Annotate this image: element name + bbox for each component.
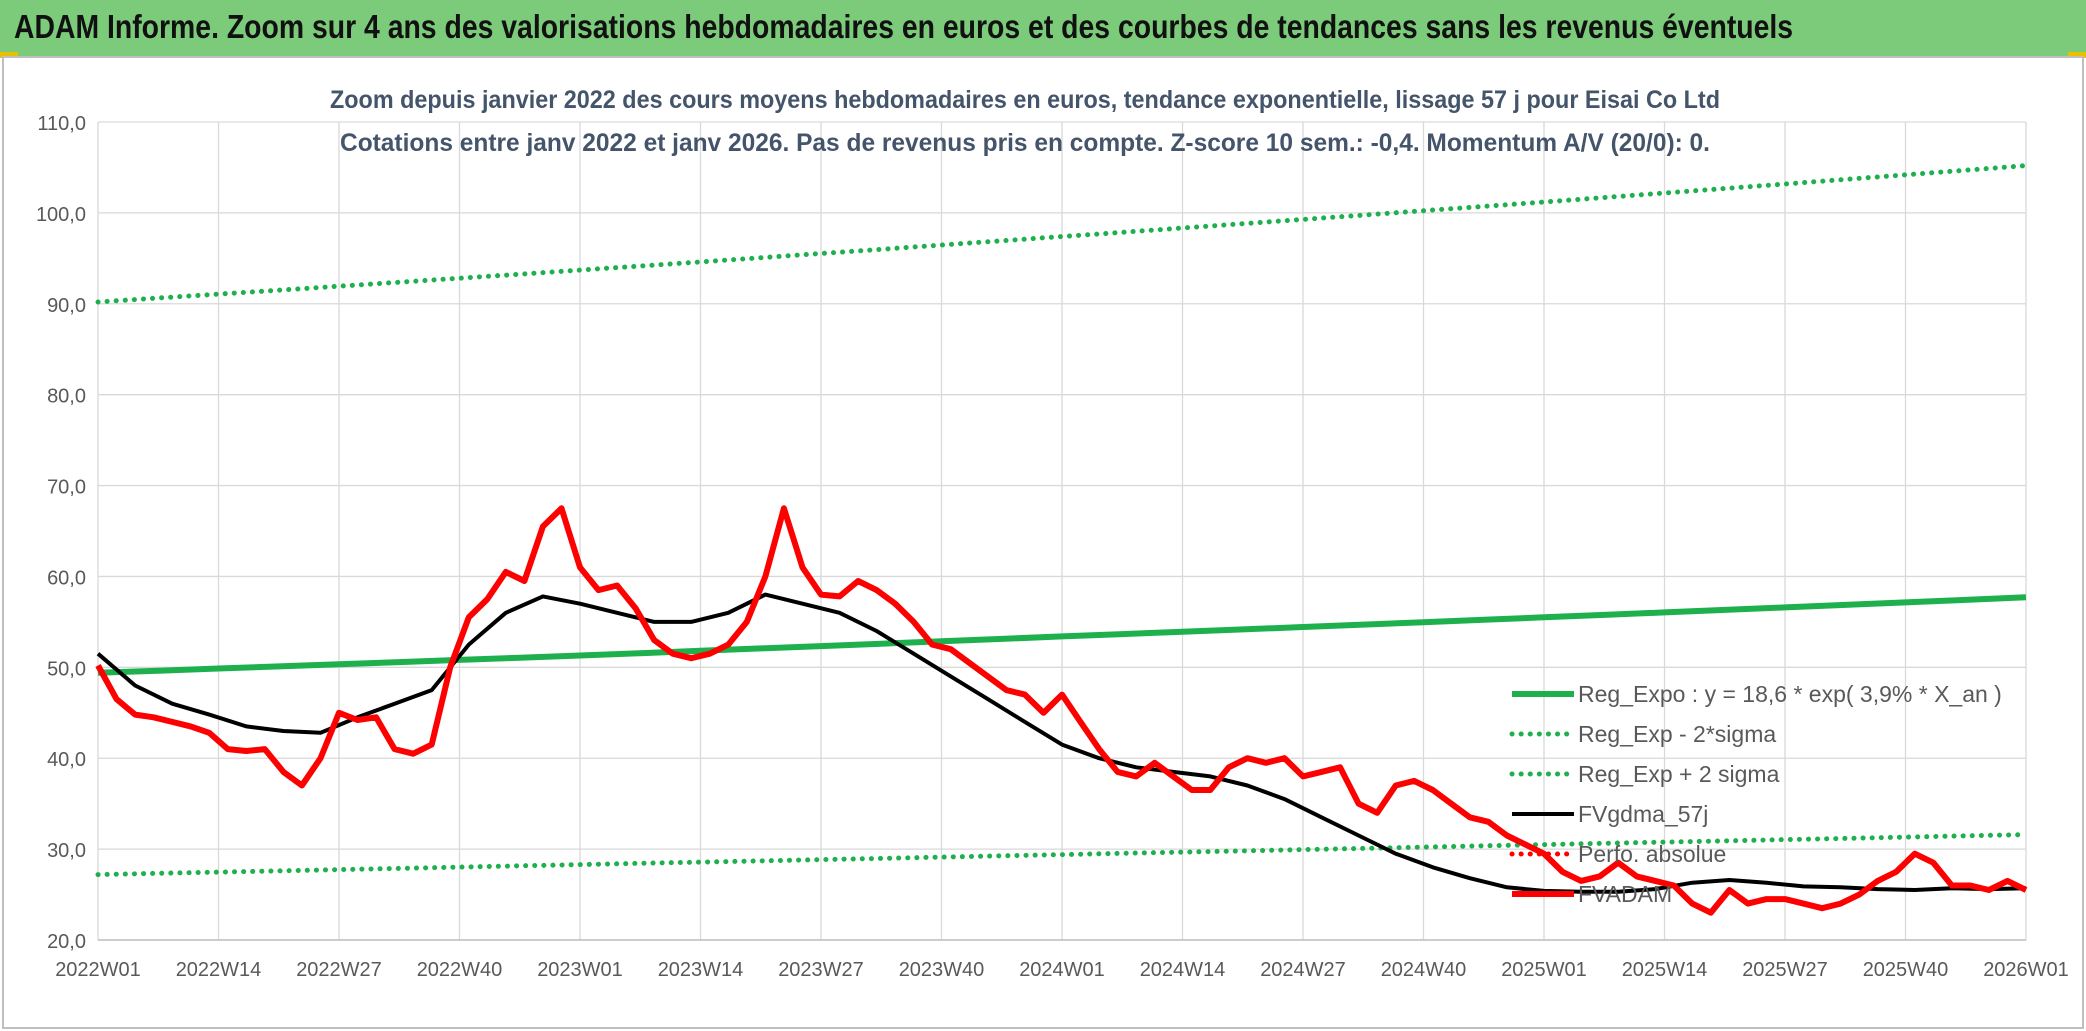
y-tick-label: 110,0	[37, 113, 86, 135]
y-tick-label: 70,0	[47, 477, 86, 499]
legend-label: FVADAM	[1578, 881, 1672, 907]
y-tick-label: 50,0	[47, 658, 86, 680]
y-tick-label: 20,0	[47, 931, 86, 953]
x-tick-label: 2023W01	[537, 959, 623, 981]
legend-label: FVgdma_57j	[1578, 801, 1708, 827]
y-tick-label: 80,0	[47, 386, 86, 408]
x-tick-label: 2026W01	[1983, 959, 2069, 981]
x-tick-label: 2022W01	[55, 959, 141, 981]
report-banner: ADAM Informe. Zoom sur 4 ans des valoris…	[0, 0, 2086, 56]
y-tick-label: 40,0	[47, 749, 86, 771]
x-tick-label: 2024W40	[1381, 959, 1467, 981]
chart-frame	[2, 56, 2084, 1029]
legend-label: Reg_Exp - 2*sigma	[1578, 721, 1776, 747]
x-tick-label: 2022W14	[176, 959, 262, 981]
chart-title: Zoom depuis janvier 2022 des cours moyen…	[330, 86, 1720, 114]
x-tick-label: 2023W14	[658, 959, 744, 981]
legend-label: Perfo. absolue	[1578, 841, 1726, 867]
x-tick-label: 2025W40	[1863, 959, 1949, 981]
corner-mark	[0, 52, 18, 58]
chart-legend: Reg_Expo : y = 18,6 * exp( 3,9% * X_an )…	[1509, 681, 2002, 907]
report-title: ADAM Informe. Zoom sur 4 ans des valoris…	[14, 8, 1794, 45]
chart-subtitle: Cotations entre janv 2022 et janv 2026. …	[340, 129, 1710, 157]
series-line-fvgdma-57j	[96, 592, 2027, 894]
chart-titles: Zoom depuis janvier 2022 des cours moyen…	[330, 86, 1720, 157]
x-tick-label: 2023W27	[778, 959, 864, 981]
y-tick-label: 60,0	[47, 567, 86, 589]
x-tick-label: 2025W14	[1622, 959, 1708, 981]
corner-mark	[2068, 52, 2086, 58]
series-line-fvadam	[95, 505, 2028, 916]
y-tick-label: 100,0	[36, 204, 86, 226]
chart-axes: 20,0 30,0 40,0 50,0 60,0 70,0 80,0 90,0 100,0 110…	[36, 113, 2069, 981]
x-tick-label: 2022W27	[296, 959, 382, 981]
y-tick-label: 30,0	[47, 840, 86, 862]
x-tick-label: 2022W40	[417, 959, 503, 981]
legend-label: Reg_Exp + 2 sigma	[1578, 761, 1780, 787]
x-tick-label: 2023W40	[899, 959, 985, 981]
series-line-reg-exp-2-sigma	[95, 832, 2029, 878]
series-line-reg-exp-2-sigma	[95, 163, 2029, 305]
chart-grid	[97, 121, 2027, 941]
series-line-reg-expo	[97, 594, 2027, 676]
x-tick-label: 2024W14	[1140, 959, 1226, 981]
x-tick-label: 2025W01	[1501, 959, 1587, 981]
y-tick-label: 90,0	[47, 295, 86, 317]
x-tick-label: 2024W01	[1019, 959, 1105, 981]
x-tick-label: 2025W27	[1742, 959, 1828, 981]
x-tick-label: 2024W27	[1260, 959, 1346, 981]
legend-label: Reg_Expo : y = 18,6 * exp( 3,9% * X_an )	[1578, 681, 2002, 707]
chart-series	[95, 163, 2029, 916]
